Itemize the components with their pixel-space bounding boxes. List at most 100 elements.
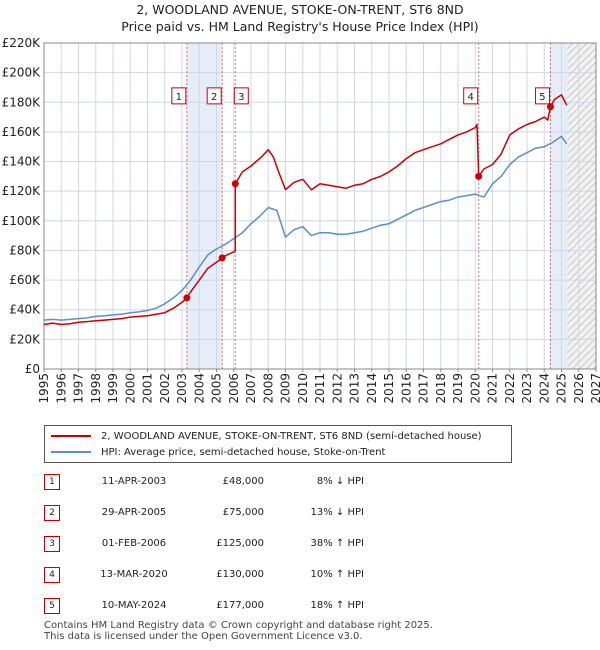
- y-tick-label: £60K: [9, 273, 41, 287]
- transaction-point: [475, 172, 483, 180]
- x-tick-label: 2021: [486, 373, 500, 404]
- transaction-date: 10-MAY-2024: [101, 600, 167, 611]
- x-tick-label: 2009: [279, 373, 293, 404]
- x-tick-label: 2004: [192, 373, 206, 404]
- table-row: 1 11-APR-2003 £48,000 8% ↓ HPI: [44, 474, 564, 492]
- price-chart: £0 £20K £40K £60K £80K £100K £120K £140K £160K £1…: [2, 36, 600, 404]
- x-tick-label: 2002: [158, 373, 172, 404]
- transaction-badge: 1: [44, 474, 60, 490]
- table-row: 4 13-MAR-2020 £130,000 10% ↑ HPI: [44, 567, 564, 585]
- transaction-hpi: 13% ↓ HPI: [310, 507, 364, 518]
- forecast-hatch-region: [567, 43, 596, 369]
- x-tick-label: 2019: [451, 373, 465, 404]
- footer: Contains HM Land Registry data © Crown c…: [44, 620, 433, 642]
- transaction-price: £130,000: [216, 569, 264, 580]
- hpi-line: [43, 135, 568, 321]
- table-row: 3 01-FEB-2006 £125,000 38% ↑ HPI: [44, 536, 564, 554]
- transaction-label: 5: [539, 92, 545, 103]
- transaction-price: £177,000: [216, 600, 264, 611]
- y-tick-label: £100K: [2, 214, 42, 228]
- x-tick-label: 2001: [141, 373, 155, 404]
- x-tick-label: 2027: [589, 373, 600, 404]
- x-tick-label: 2023: [520, 373, 534, 404]
- legend-label-hpi: HPI: Average price, semi-detached house,…: [101, 446, 386, 458]
- transaction-label-box: [463, 87, 479, 105]
- x-tick-label: 2005: [210, 373, 224, 404]
- transaction-price: £48,000: [222, 476, 264, 487]
- x-tick-label: 2018: [434, 373, 448, 404]
- x-tick-label: 2026: [572, 373, 586, 404]
- transaction-point: [231, 180, 239, 188]
- transaction-hpi: 38% ↑ HPI: [310, 538, 364, 549]
- transaction-date: 11-APR-2003: [101, 476, 167, 487]
- y-tick-label: £220K: [2, 36, 42, 50]
- transaction-point: [546, 103, 554, 111]
- x-tick-label: 2010: [296, 373, 310, 404]
- x-tick-label: 2000: [123, 373, 137, 404]
- y-tick-label: £80K: [9, 243, 41, 257]
- property-price-line: [43, 94, 568, 326]
- table-row: 5 10-MAY-2024 £177,000 18% ↑ HPI: [44, 598, 564, 616]
- transaction-label: 2: [211, 92, 217, 103]
- x-tick-label: 2003: [175, 373, 189, 404]
- transaction-hpi: 10% ↑ HPI: [310, 569, 364, 580]
- transaction-price: £125,000: [216, 538, 264, 549]
- transaction-label-box: [233, 87, 249, 105]
- transaction-label: 3: [238, 92, 244, 103]
- transaction-label-box: [171, 87, 187, 105]
- x-tick-label: 2007: [244, 373, 258, 404]
- transaction-label-box: [206, 87, 222, 105]
- legend: 2, WOODLAND AVENUE, STOKE-ON-TRENT, ST6 …: [44, 425, 512, 463]
- y-tick-label: £140K: [2, 155, 42, 169]
- legend-item-hpi: HPI: Average price, semi-detached house,…: [51, 444, 385, 460]
- legend-item-property: 2, WOODLAND AVENUE, STOKE-ON-TRENT, ST6 …: [51, 428, 482, 444]
- x-tick-label: 2020: [468, 373, 482, 404]
- shaded-region: [550, 43, 568, 369]
- x-tick-label: 1995: [37, 373, 51, 404]
- x-tick-label: 1999: [106, 373, 120, 404]
- y-tick-label: £180K: [2, 95, 42, 109]
- x-tick-label: 2012: [330, 373, 344, 404]
- x-tick-label: 2016: [399, 373, 413, 404]
- x-tick-label: 2013: [348, 373, 362, 404]
- x-tick-label: 2017: [417, 373, 431, 404]
- x-tick-label: 1996: [54, 373, 68, 404]
- transaction-badge: 5: [44, 598, 60, 614]
- transaction-label: 1: [176, 92, 182, 103]
- footer-licence: This data is licensed under the Open Gov…: [44, 631, 363, 642]
- x-tick-label: 2022: [503, 373, 517, 404]
- x-tick-label: 1997: [72, 373, 86, 404]
- transaction-hpi: 8% ↓ HPI: [316, 476, 364, 487]
- x-tick-label: 2008: [261, 373, 275, 404]
- x-tick-label: 2014: [365, 373, 379, 404]
- y-tick-label: £0: [25, 362, 40, 376]
- y-tick-label: £120K: [2, 184, 42, 198]
- transaction-badge: 4: [44, 567, 60, 583]
- table-row: 2 29-APR-2005 £75,000 13% ↓ HPI: [44, 505, 564, 523]
- y-tick-label: £40K: [9, 303, 41, 317]
- chart-title: 2, WOODLAND AVENUE, STOKE-ON-TRENT, ST6 …: [136, 2, 464, 17]
- y-tick-label: £20K: [9, 332, 41, 346]
- legend-swatch-property: [51, 435, 91, 437]
- y-tick-label: £200K: [2, 66, 42, 80]
- x-tick-label: 2011: [313, 373, 327, 404]
- transaction-point: [218, 254, 226, 262]
- transaction-point: [183, 294, 191, 302]
- y-tick-label: £160K: [2, 125, 42, 139]
- x-tick-label: 1998: [89, 373, 103, 404]
- transaction-date: 13-MAR-2020: [100, 569, 168, 580]
- footer-copyright: Contains HM Land Registry data © Crown c…: [44, 620, 433, 631]
- x-tick-label: 2015: [382, 373, 396, 404]
- transaction-badge: 2: [44, 505, 60, 521]
- transaction-label: 4: [468, 92, 474, 103]
- transaction-hpi: 18% ↑ HPI: [310, 600, 364, 611]
- legend-label-property: 2, WOODLAND AVENUE, STOKE-ON-TRENT, ST6 …: [101, 430, 482, 442]
- transaction-date: 29-APR-2005: [101, 507, 167, 518]
- transaction-label-box: [534, 87, 550, 105]
- transaction-badge: 3: [44, 536, 60, 552]
- legend-swatch-hpi: [51, 451, 91, 453]
- transaction-price: £75,000: [222, 507, 264, 518]
- x-tick-label: 2024: [537, 373, 551, 404]
- x-tick-label: 2006: [227, 373, 241, 404]
- x-tick-label: 2025: [555, 373, 569, 404]
